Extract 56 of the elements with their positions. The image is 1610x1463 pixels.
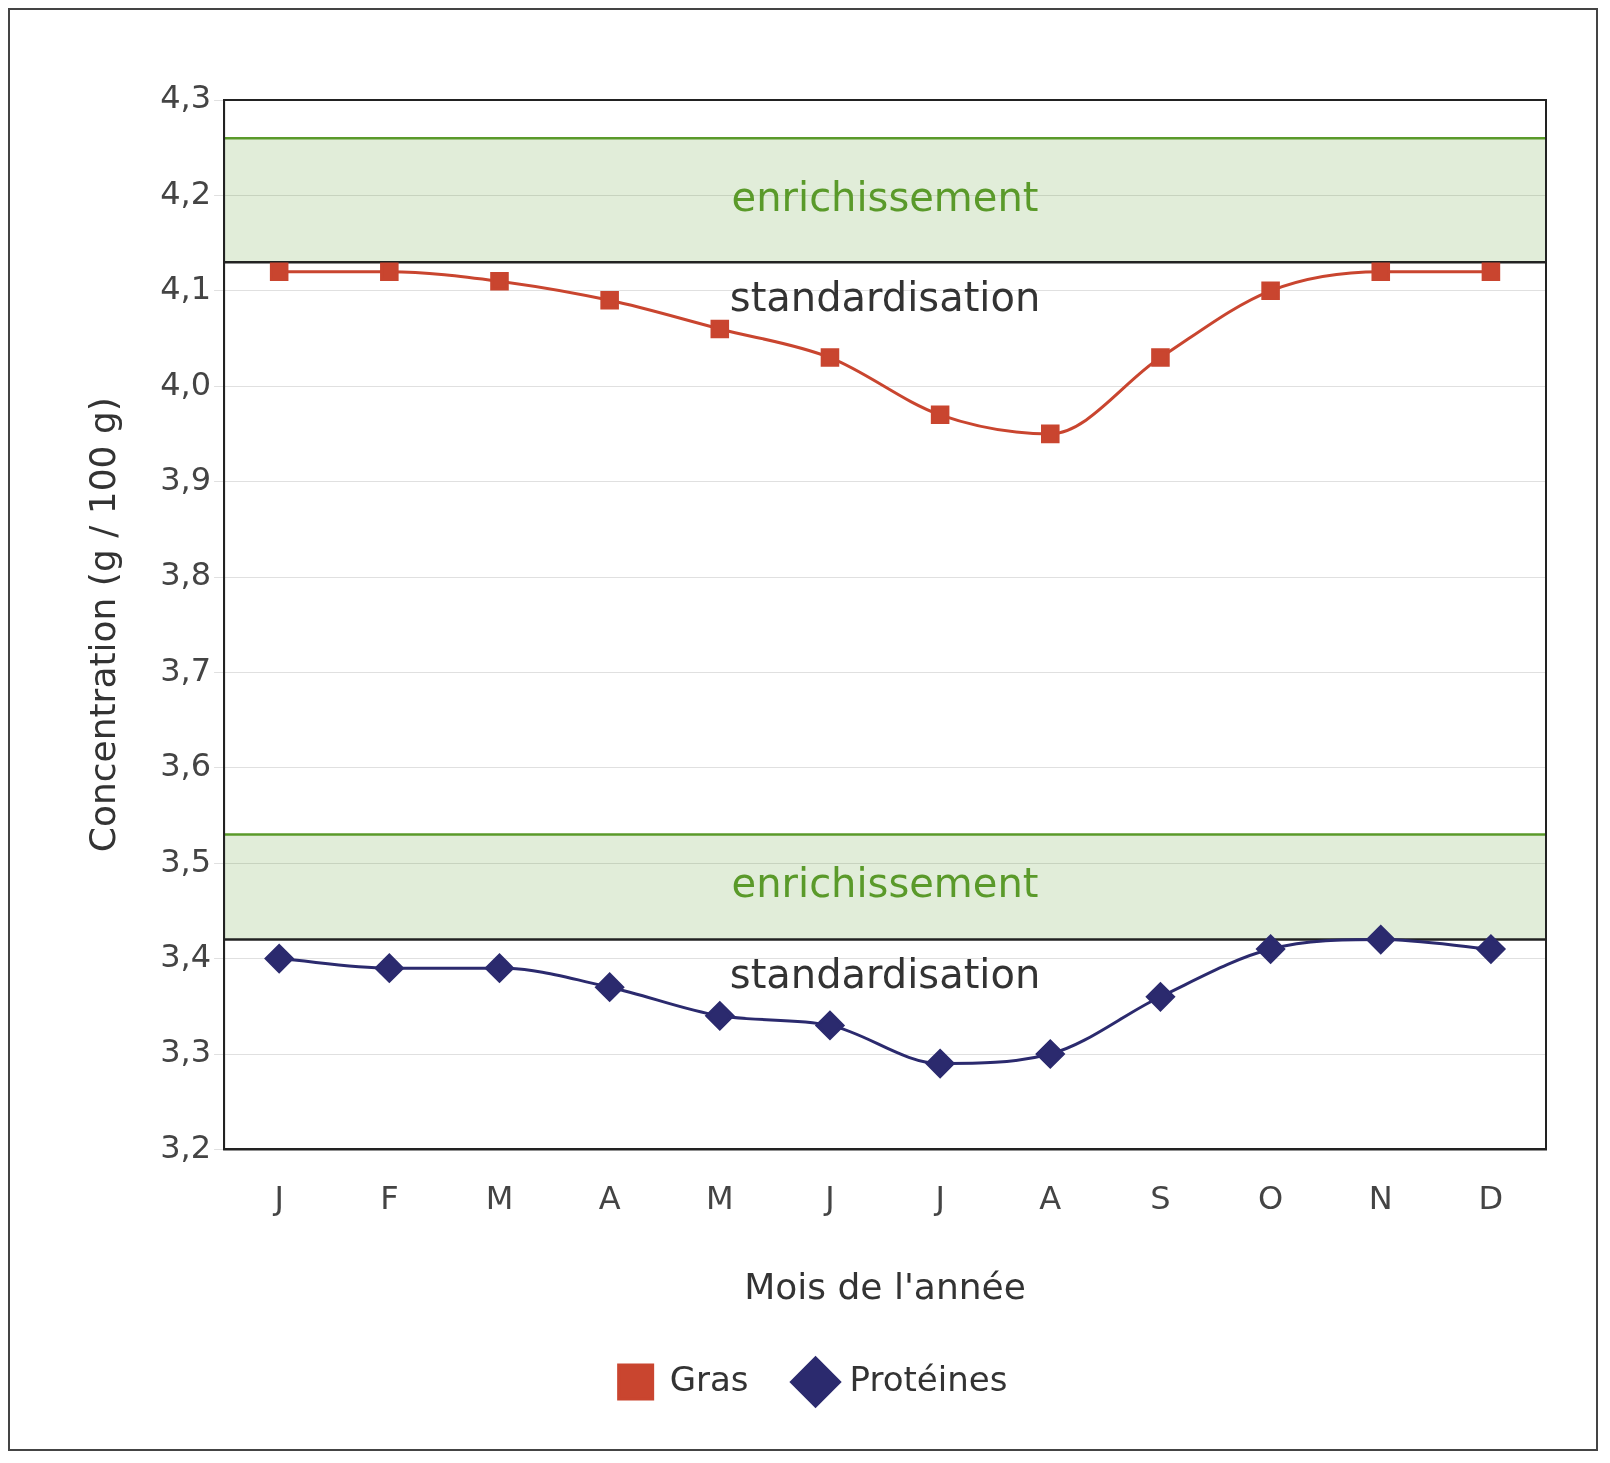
- x-tick-label: A: [598, 1178, 621, 1217]
- point: [374, 953, 404, 983]
- x-tick-label: J: [933, 1178, 945, 1217]
- point: [1041, 424, 1060, 444]
- point: [595, 972, 625, 1002]
- x-tick-label: J: [823, 1178, 835, 1217]
- point: [1145, 982, 1175, 1012]
- x-tick-label: D: [1478, 1178, 1504, 1217]
- annotation: standardisation: [729, 950, 1041, 997]
- y-tick-label: 4,3: [160, 78, 212, 117]
- point: [484, 953, 514, 983]
- point: [1035, 1039, 1065, 1069]
- point: [269, 262, 289, 281]
- y-axis-title: Concentration (g / 100 g): [81, 397, 123, 853]
- point: [815, 1010, 845, 1040]
- y-tick-label: 4,2: [160, 173, 212, 212]
- y-tick-label: 4,0: [160, 364, 212, 403]
- x-axis-title: Mois de l'année: [744, 1265, 1026, 1307]
- x-tick-label: S: [1150, 1178, 1171, 1217]
- band-label: enrichissement: [731, 173, 1039, 220]
- x-tick-label: M: [706, 1178, 734, 1217]
- point: [705, 1001, 735, 1031]
- x-tick-label: M: [485, 1178, 514, 1217]
- y-tick-label: 4,1: [160, 269, 212, 308]
- point: [820, 348, 840, 367]
- band-label: enrichissement: [731, 860, 1039, 907]
- x-tick-label: N: [1368, 1178, 1393, 1217]
- point: [1151, 348, 1170, 367]
- y-tick-label: 3,9: [160, 459, 212, 498]
- point: [1481, 262, 1501, 281]
- point: [264, 944, 294, 974]
- y-tick-label: 3,2: [160, 1127, 212, 1166]
- x-tick-label: J: [272, 1178, 284, 1217]
- y-tick-label: 3,6: [160, 746, 212, 785]
- point: [1366, 925, 1396, 955]
- point: [710, 319, 730, 339]
- point: [600, 291, 619, 310]
- legend-label: Protéines: [849, 1358, 1008, 1399]
- point: [1476, 934, 1506, 964]
- point: [925, 1049, 955, 1079]
- legend-label: Gras: [669, 1358, 749, 1399]
- point: [380, 262, 399, 281]
- y-tick-label: 3,7: [160, 650, 212, 689]
- x-tick-label: F: [380, 1178, 399, 1217]
- y-tick-label: 3,3: [160, 1032, 212, 1071]
- y-tick-label: 3,8: [160, 555, 212, 594]
- x-tick-label: O: [1258, 1178, 1284, 1217]
- point: [930, 405, 950, 425]
- point: [1261, 281, 1280, 301]
- annotation: standardisation: [729, 273, 1041, 320]
- point: [1371, 262, 1391, 281]
- y-tick-label: 3,4: [160, 936, 212, 975]
- point: [1256, 934, 1286, 964]
- y-tick-label: 3,5: [160, 841, 212, 880]
- x-tick-label: A: [1039, 1178, 1062, 1217]
- point: [490, 271, 509, 291]
